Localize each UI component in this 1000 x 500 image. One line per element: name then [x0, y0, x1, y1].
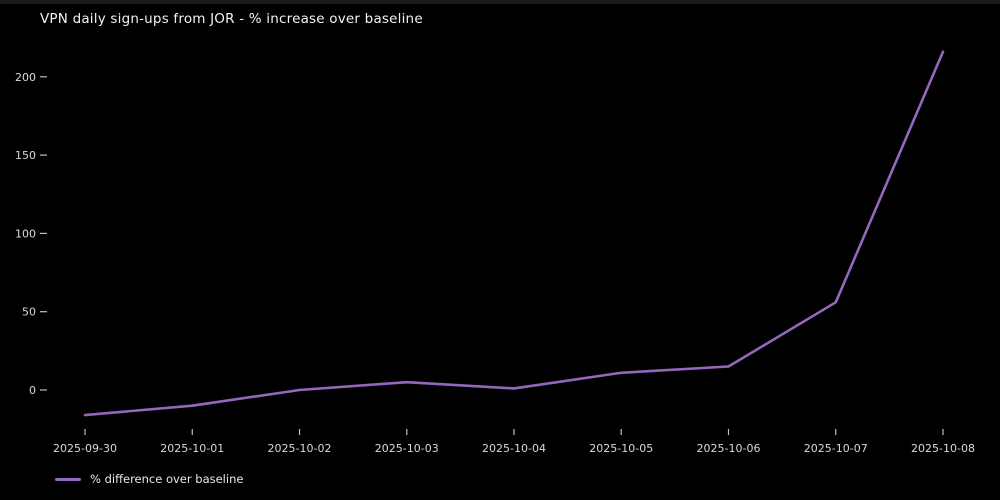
- x-tick-label: 2025-10-07: [804, 442, 868, 455]
- x-tick-label: 2025-10-08: [911, 442, 975, 455]
- legend: % difference over baseline: [55, 472, 243, 486]
- x-tick-label: 2025-10-04: [482, 442, 546, 455]
- y-tick-label: 0: [29, 384, 36, 397]
- chart-title: VPN daily sign-ups from JOR - % increase…: [40, 11, 423, 27]
- x-tick-label: 2025-09-30: [53, 442, 117, 455]
- legend-line-swatch: [55, 477, 81, 481]
- y-axis: 0 50 100 150 200: [15, 71, 47, 397]
- legend-label: % difference over baseline: [90, 472, 244, 486]
- x-tick-label: 2025-10-05: [589, 442, 653, 455]
- x-tick-label: 2025-10-03: [375, 442, 439, 455]
- y-tick-label: 150: [15, 149, 36, 162]
- x-axis: 2025-09-30 2025-10-01 2025-10-02 2025-10-03…: [53, 429, 975, 455]
- y-tick-label: 50: [22, 306, 36, 319]
- top-edge-strip: [0, 0, 1000, 4]
- x-tick-label: 2025-10-06: [697, 442, 761, 455]
- x-tick-label: 2025-10-01: [160, 442, 224, 455]
- x-tick-label: 2025-10-02: [268, 442, 332, 455]
- series-line: [83, 50, 945, 417]
- y-tick-label: 200: [15, 71, 36, 84]
- y-tick-label: 100: [15, 227, 36, 240]
